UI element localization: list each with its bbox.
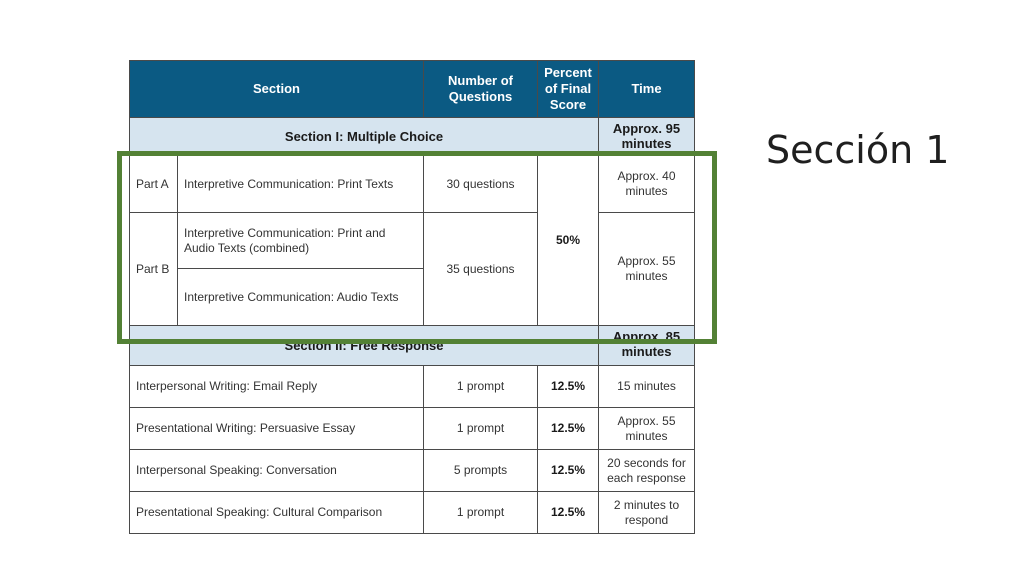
task-percent: 12.5% — [537, 407, 599, 450]
table-row: Presentational Writing: Persuasive Essay… — [129, 407, 695, 450]
header-section: Section — [129, 60, 424, 118]
task-name: Interpersonal Writing: Email Reply — [129, 365, 424, 408]
table-row: Interpersonal Writing: Email Reply 1 pro… — [129, 365, 695, 408]
task-questions: 1 prompt — [423, 407, 538, 450]
slide-title: Sección 1 — [766, 128, 950, 172]
part-a-desc: Interpretive Communication: Print Texts — [177, 155, 424, 213]
part-b-label: Part B — [129, 212, 178, 326]
task-time: 15 minutes — [598, 365, 695, 408]
header-time: Time — [598, 60, 695, 118]
task-time: 20 seconds for each response — [598, 449, 695, 492]
task-name: Presentational Writing: Persuasive Essay — [129, 407, 424, 450]
part-a-questions: 30 questions — [423, 155, 538, 213]
task-percent: 12.5% — [537, 491, 599, 534]
section2-band-row: Section II: Free Response Approx. 85 min… — [129, 325, 695, 366]
table-row: Interpersonal Speaking: Conversation 5 p… — [129, 449, 695, 492]
task-questions: 1 prompt — [423, 365, 538, 408]
section2-time: Approx. 85 minutes — [598, 325, 695, 366]
task-questions: 1 prompt — [423, 491, 538, 534]
part-a-time: Approx. 40 minutes — [598, 155, 695, 213]
header-percent: Percent of Final Score — [537, 60, 599, 118]
task-name: Presentational Speaking: Cultural Compar… — [129, 491, 424, 534]
section1-percent: 50% — [537, 155, 599, 326]
part-b-time: Approx. 55 minutes — [598, 212, 695, 326]
header-questions: Number of Questions — [423, 60, 538, 118]
part-b-questions: 35 questions — [423, 212, 538, 326]
task-questions: 5 prompts — [423, 449, 538, 492]
table-header-row: Section Number of Questions Percent of F… — [129, 60, 695, 118]
section1-band-row: Section I: Multiple Choice Approx. 95 mi… — [129, 117, 695, 156]
exam-format-table: Section Number of Questions Percent of F… — [129, 60, 695, 534]
section1-time: Approx. 95 minutes — [598, 117, 695, 156]
section1-label: Section I: Multiple Choice — [129, 117, 599, 156]
table-row: Presentational Speaking: Cultural Compar… — [129, 491, 695, 534]
task-time: Approx. 55 minutes — [598, 407, 695, 450]
part-b-desc1: Interpretive Communication: Print and Au… — [177, 212, 424, 269]
part-b-row-2: Interpretive Communication: Audio Texts — [130, 268, 695, 326]
task-percent: 12.5% — [537, 365, 599, 408]
section2-label: Section II: Free Response — [129, 325, 599, 366]
task-percent: 12.5% — [537, 449, 599, 492]
task-name: Interpersonal Speaking: Conversation — [129, 449, 424, 492]
part-b-row-1: Part B Interpretive Communication: Print… — [129, 212, 695, 326]
part-a-row: Part A Interpretive Communication: Print… — [129, 155, 695, 326]
part-b-desc2: Interpretive Communication: Audio Texts — [177, 268, 424, 326]
task-time: 2 minutes to respond — [598, 491, 695, 534]
part-a-label: Part A — [129, 155, 178, 213]
